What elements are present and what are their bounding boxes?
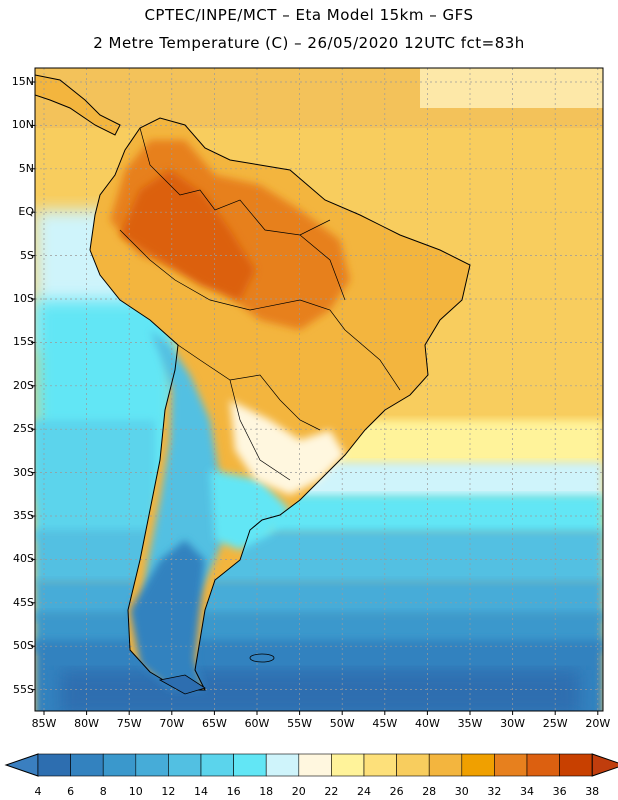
longitude-label: 85W [31,717,57,730]
coastline [89,117,471,691]
latitude-label: 10N [11,118,34,132]
colorbar-swatch [526,753,560,777]
colorbar-swatch [559,753,593,777]
colorbar-left-arrow [4,753,39,777]
amazon-hottest-region [120,170,255,300]
latitude-label: 20S [13,378,34,392]
colorbar-swatch [363,753,397,777]
graticule [35,68,603,711]
longitude-label: 65W [201,717,227,730]
longitude-label: 35W [457,717,483,730]
colorbar-tick-label: 4 [34,785,42,798]
colorbar-swatch [494,753,528,777]
longitude-label: 25W [542,717,568,730]
colorbar-tick-label: 14 [194,785,208,798]
colorbar-swatch [135,753,169,777]
colorbar-tick-label: 22 [324,785,339,798]
latitude-label: 15N [11,75,34,88]
longitude-label: 80W [74,717,100,730]
latitude-label: 45S [13,595,34,609]
longitude-label: 20W [585,717,611,730]
latitude-label: 15S [13,335,34,349]
country-borders [119,127,401,481]
longitude-label: 30W [500,717,526,730]
longitude-label: 50W [329,717,355,730]
colorbar-tick-label: 18 [259,785,274,798]
longitude-label: 75W [116,717,142,730]
colorbar-swatch [37,753,71,777]
latitude-label: 55S [13,682,34,696]
latitude-label: 50S [13,639,34,653]
colorbar-swatch [428,753,463,777]
longitude-label: 70W [159,717,185,730]
colorbar-swatch [461,753,495,777]
latitude-label: 40S [13,552,34,566]
colorbar-tick-label: 38 [585,785,600,798]
longitude-label: 55W [287,717,313,730]
latitude-label: 25S [13,422,34,436]
latitude-label: 5S [20,248,34,262]
chart-subtitle: 2 Metre Temperature (C) – 26/05/2020 12U… [93,34,525,52]
colorbar-tick-label: 26 [389,785,404,798]
colorbar-right-arrow [591,753,618,777]
latitude-label: 30S [13,465,34,479]
colorbar-tick-label: 24 [357,785,371,798]
patagonia-cold [130,540,205,690]
colorbar-tick-label: 10 [128,785,143,798]
colorbar-tick-label: 16 [226,785,241,798]
colorbar-tick-label: 20 [291,785,306,798]
longitude-label: 40W [414,717,440,730]
colorbar-swatch [298,753,332,777]
mid-latitude-mild [230,400,345,495]
latitude-label: 35S [13,509,34,522]
colorbar-tick-label: 8 [99,785,107,798]
colorbar-tick-label: 30 [454,785,469,798]
colorbar-swatch [331,753,365,777]
latitude-label: 10S [13,292,34,305]
colorbar-swatch [168,753,202,777]
axis-ticks [31,81,599,715]
colorbar-tick-label: 36 [552,785,567,798]
longitude-label: 45W [372,717,398,730]
latitude-label: 5N [18,161,34,175]
colorbar-tick-label: 32 [487,785,502,798]
longitude-label: 60W [244,717,270,730]
colorbar-swatch [396,753,430,777]
colorbar-tick-label: 6 [67,785,75,798]
colorbar-swatch [102,753,137,777]
colorbar-swatch [233,753,267,777]
latitude-label: EQ [18,205,34,219]
colorbar-swatch [265,753,300,777]
colorbar-swatch [200,753,234,777]
temperature-field [35,68,603,711]
colorbar-tick-label: 34 [520,785,534,798]
map-frame [34,67,604,712]
colorbar-swatch [70,753,104,777]
chart-title: CPTEC/INPE/MCT – Eta Model 15km – GFS [144,6,474,24]
colorbar-tick-label: 12 [161,785,176,798]
southern-cone-cool [210,470,290,550]
colorbar [4,753,618,777]
colorbar-tick-label: 28 [422,785,437,798]
